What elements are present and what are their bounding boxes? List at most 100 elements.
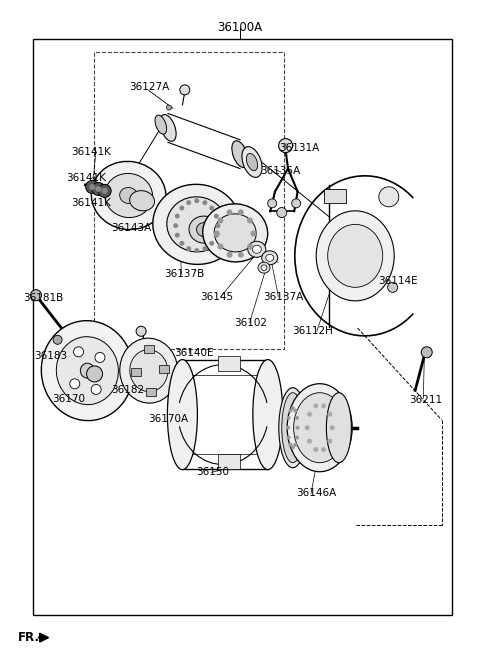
Circle shape bbox=[313, 403, 318, 409]
Ellipse shape bbox=[258, 262, 270, 273]
Circle shape bbox=[238, 209, 244, 215]
Circle shape bbox=[209, 241, 214, 246]
Text: 36141K: 36141K bbox=[71, 147, 111, 157]
Ellipse shape bbox=[130, 350, 168, 392]
Circle shape bbox=[388, 282, 397, 293]
Circle shape bbox=[313, 447, 318, 452]
Text: FR.: FR. bbox=[18, 631, 40, 644]
Text: 36170A: 36170A bbox=[148, 413, 188, 424]
Circle shape bbox=[307, 412, 312, 417]
Ellipse shape bbox=[262, 251, 278, 265]
Circle shape bbox=[330, 425, 335, 430]
Circle shape bbox=[227, 252, 233, 258]
Text: 36137B: 36137B bbox=[164, 269, 204, 279]
Circle shape bbox=[227, 209, 233, 215]
Circle shape bbox=[180, 241, 184, 246]
Circle shape bbox=[95, 352, 105, 363]
Circle shape bbox=[186, 246, 191, 251]
Text: 36135A: 36135A bbox=[260, 165, 300, 176]
Ellipse shape bbox=[214, 214, 256, 252]
Circle shape bbox=[291, 445, 295, 449]
Ellipse shape bbox=[266, 255, 274, 261]
Circle shape bbox=[91, 384, 101, 394]
Ellipse shape bbox=[196, 222, 212, 237]
Circle shape bbox=[292, 199, 300, 208]
Ellipse shape bbox=[279, 388, 307, 468]
Circle shape bbox=[295, 416, 299, 420]
Text: 36137A: 36137A bbox=[263, 291, 303, 302]
Circle shape bbox=[291, 406, 295, 410]
Text: 36211: 36211 bbox=[409, 395, 442, 405]
Circle shape bbox=[173, 223, 178, 228]
Circle shape bbox=[31, 290, 41, 300]
Bar bbox=[33, 39, 452, 615]
Circle shape bbox=[217, 243, 224, 250]
Circle shape bbox=[421, 347, 432, 358]
Ellipse shape bbox=[120, 338, 178, 403]
Circle shape bbox=[92, 182, 105, 195]
Bar bbox=[131, 369, 141, 377]
Circle shape bbox=[203, 246, 207, 251]
Circle shape bbox=[238, 252, 244, 258]
Ellipse shape bbox=[56, 337, 119, 405]
Circle shape bbox=[194, 248, 199, 253]
Circle shape bbox=[167, 105, 171, 110]
Ellipse shape bbox=[189, 216, 219, 243]
Circle shape bbox=[214, 214, 219, 218]
Text: 36127A: 36127A bbox=[129, 81, 169, 92]
Text: 36150: 36150 bbox=[196, 467, 229, 478]
Ellipse shape bbox=[120, 188, 138, 203]
Circle shape bbox=[96, 186, 101, 192]
Text: 36141K: 36141K bbox=[71, 198, 111, 209]
Ellipse shape bbox=[261, 265, 267, 270]
Ellipse shape bbox=[41, 321, 133, 420]
Circle shape bbox=[209, 205, 214, 211]
Circle shape bbox=[286, 426, 290, 430]
Circle shape bbox=[194, 198, 199, 203]
Circle shape bbox=[216, 223, 220, 228]
Circle shape bbox=[278, 138, 293, 153]
Text: 36114E: 36114E bbox=[378, 276, 418, 286]
Circle shape bbox=[214, 233, 219, 237]
Circle shape bbox=[288, 443, 292, 447]
Ellipse shape bbox=[203, 204, 268, 262]
Bar bbox=[94, 52, 284, 349]
Ellipse shape bbox=[287, 384, 352, 472]
Ellipse shape bbox=[242, 147, 262, 177]
Circle shape bbox=[217, 217, 224, 224]
Circle shape bbox=[53, 335, 62, 344]
Bar bbox=[146, 388, 156, 396]
Ellipse shape bbox=[328, 224, 383, 287]
Circle shape bbox=[85, 180, 99, 194]
Bar bbox=[218, 356, 240, 371]
Circle shape bbox=[180, 85, 190, 95]
Ellipse shape bbox=[167, 197, 227, 252]
Ellipse shape bbox=[232, 141, 248, 167]
Text: 36170: 36170 bbox=[52, 394, 85, 404]
Circle shape bbox=[283, 142, 288, 149]
Ellipse shape bbox=[153, 184, 241, 264]
Ellipse shape bbox=[252, 245, 261, 253]
Circle shape bbox=[293, 409, 297, 413]
Circle shape bbox=[327, 439, 332, 443]
Circle shape bbox=[277, 207, 287, 218]
Text: 36181B: 36181B bbox=[23, 293, 63, 304]
Ellipse shape bbox=[248, 241, 266, 257]
Circle shape bbox=[203, 200, 207, 205]
Circle shape bbox=[180, 205, 184, 211]
Ellipse shape bbox=[326, 393, 351, 462]
Circle shape bbox=[327, 412, 332, 417]
Text: 36140E: 36140E bbox=[174, 348, 213, 358]
Circle shape bbox=[89, 184, 95, 190]
Circle shape bbox=[73, 347, 84, 357]
Ellipse shape bbox=[282, 393, 304, 462]
Ellipse shape bbox=[91, 161, 166, 230]
Circle shape bbox=[321, 403, 326, 409]
Ellipse shape bbox=[316, 211, 394, 301]
Circle shape bbox=[287, 416, 291, 420]
Ellipse shape bbox=[168, 359, 197, 470]
Circle shape bbox=[102, 188, 108, 194]
Circle shape bbox=[287, 436, 291, 440]
Text: 36141K: 36141K bbox=[66, 173, 106, 184]
Bar bbox=[324, 190, 346, 203]
